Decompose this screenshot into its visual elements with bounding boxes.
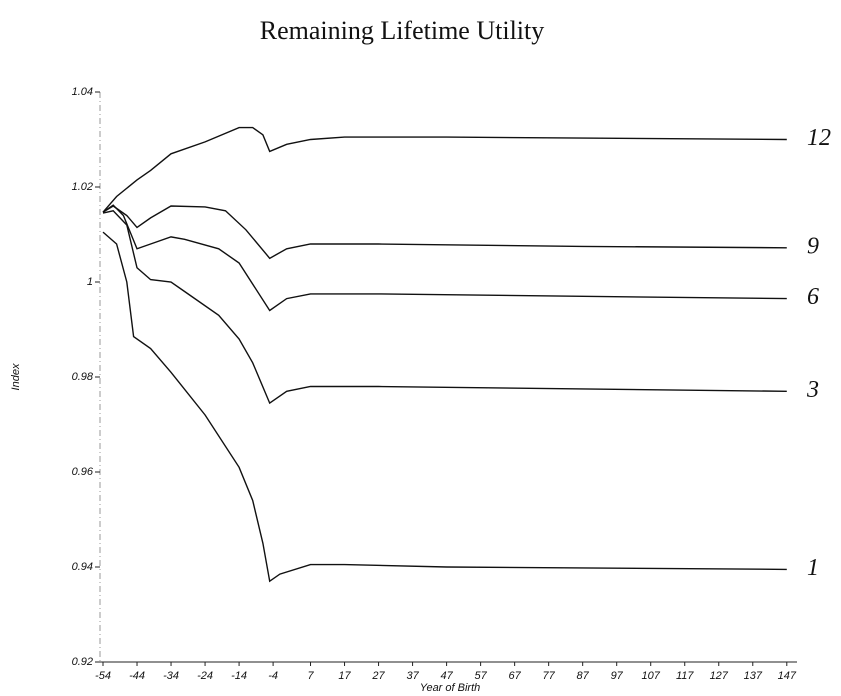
y-tick-label: 1.02 [72, 181, 93, 193]
x-axis-label: Year of Birth [420, 682, 481, 694]
y-tick-label: 0.94 [72, 561, 93, 573]
x-tick-label: -14 [231, 670, 247, 682]
x-tick-label: -24 [197, 670, 213, 682]
x-tick-label: 37 [406, 670, 419, 682]
x-tick-label: 127 [710, 670, 729, 682]
y-tick-label: 0.96 [72, 466, 94, 478]
series-line [102, 210, 787, 405]
series-label: 1 [807, 555, 819, 581]
chart-title: Remaining Lifetime Utility [260, 16, 545, 45]
x-tick-label: 97 [611, 670, 624, 682]
x-tick-label: 27 [371, 670, 385, 682]
series-line [102, 204, 787, 312]
y-axis-label: Index [10, 363, 22, 390]
x-tick-label: 77 [543, 670, 556, 682]
series-label: 3 [806, 377, 819, 403]
x-tick-label: 137 [744, 670, 763, 682]
x-tick-label: 147 [778, 670, 797, 682]
x-tick-label: 57 [474, 670, 487, 682]
series-label: 6 [807, 284, 819, 310]
y-tick-label: 0.98 [72, 371, 94, 383]
y-tick-label: 0.92 [72, 656, 93, 668]
series-line [102, 231, 787, 583]
x-tick-label: -44 [129, 670, 145, 682]
x-tick-label: 87 [577, 670, 590, 682]
y-tick-label: 1 [87, 276, 93, 288]
x-tick-label: 47 [440, 670, 453, 682]
x-tick-label: -4 [268, 670, 278, 682]
x-tick-label: 17 [338, 670, 351, 682]
series-label: 12 [807, 125, 831, 151]
series-line [102, 126, 787, 213]
x-tick-label: 117 [676, 670, 694, 682]
x-tick-label: 7 [307, 670, 314, 682]
series-line [102, 205, 787, 260]
x-tick-label: -34 [163, 670, 179, 682]
x-tick-label: -54 [95, 670, 111, 682]
x-tick-label: 67 [509, 670, 522, 682]
x-tick-label: 107 [642, 670, 661, 682]
y-tick-label: 1.04 [72, 86, 93, 98]
series-label: 9 [807, 233, 819, 259]
